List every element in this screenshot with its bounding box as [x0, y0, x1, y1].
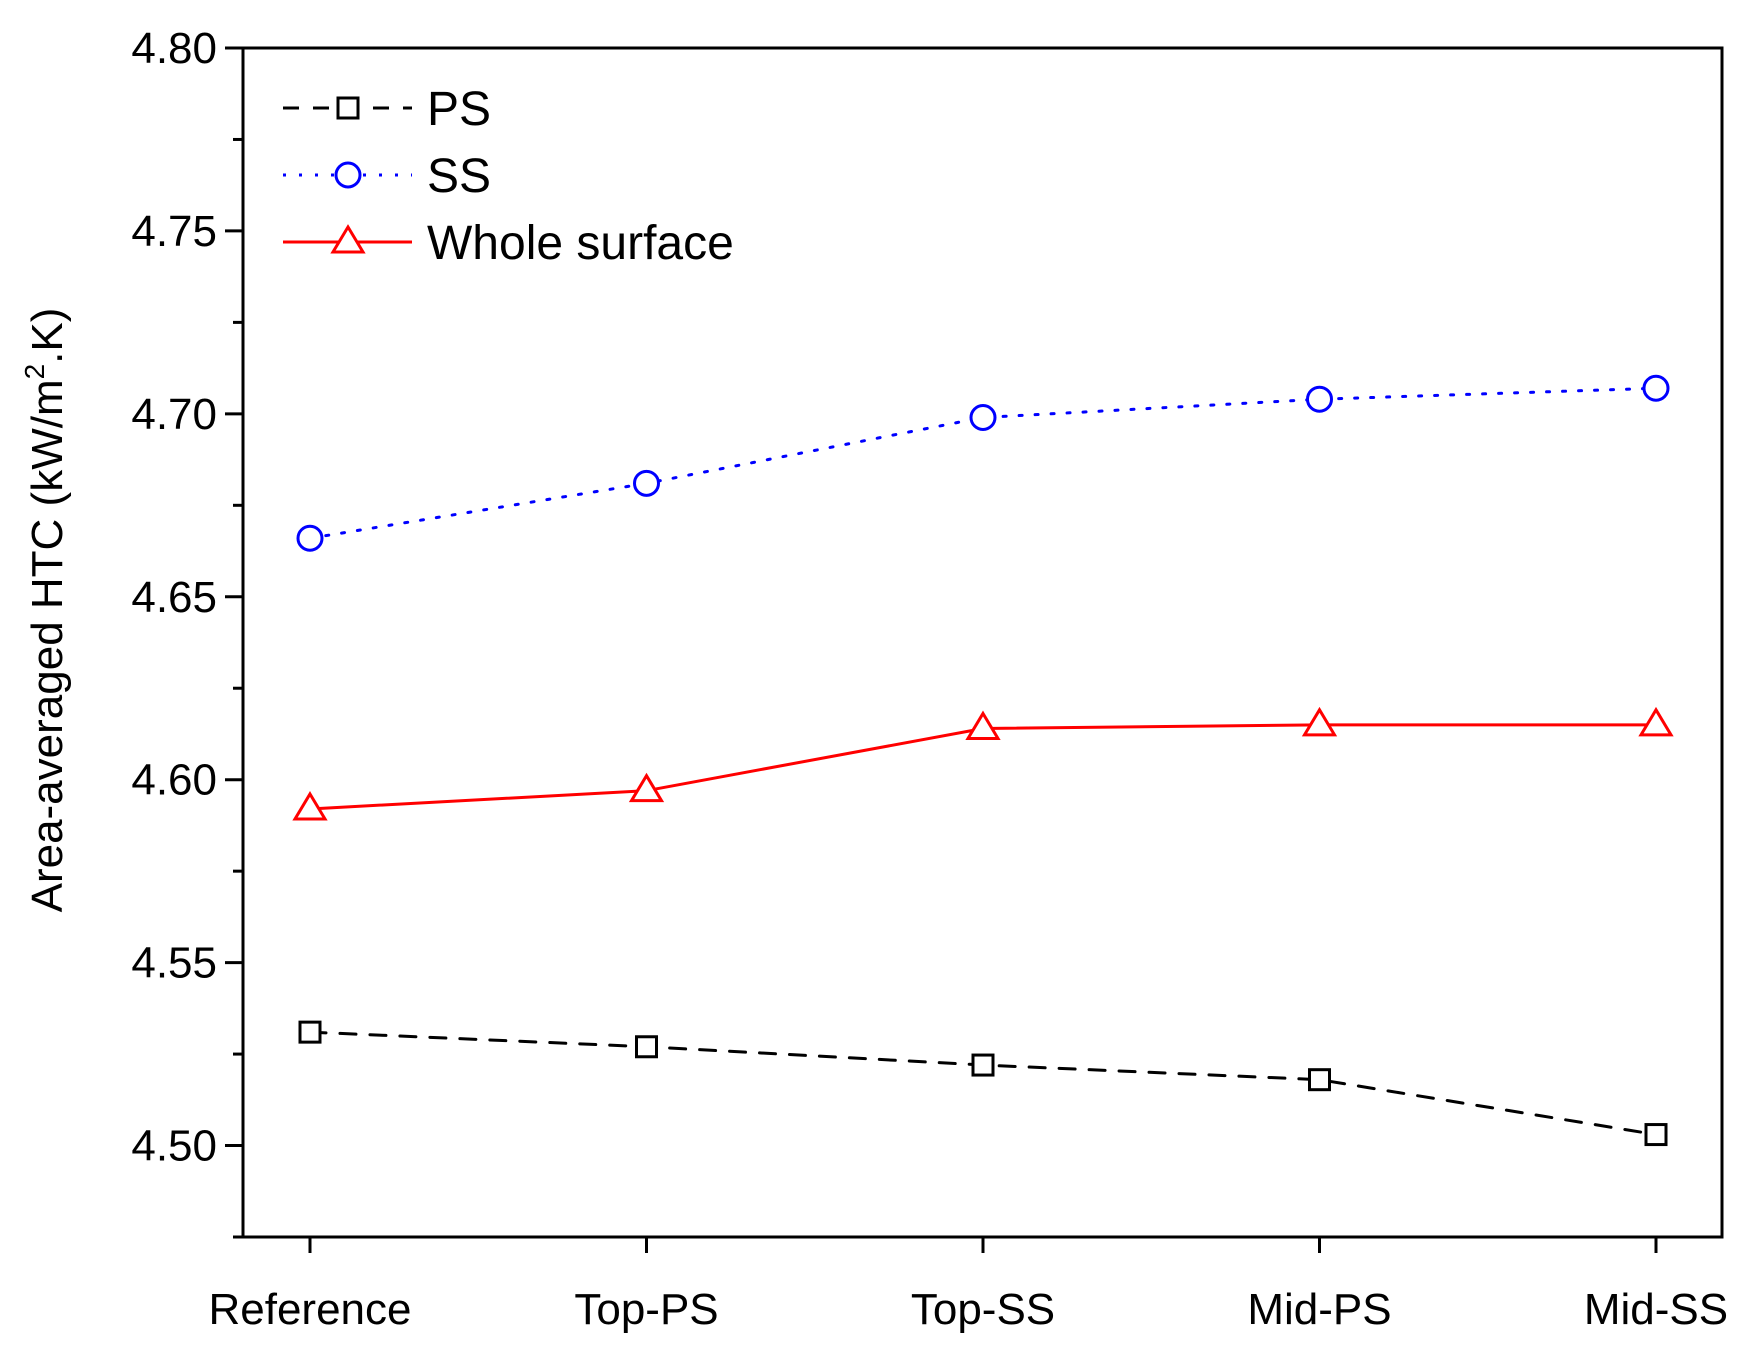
series-ss: [296, 374, 1670, 552]
y-axis-title-tail: .K): [23, 308, 72, 364]
series-ps: [298, 1020, 1668, 1147]
legend-marker: [334, 161, 362, 189]
data-point: [635, 1035, 658, 1059]
legend-item-ss: SS: [283, 150, 491, 203]
legend-label: PS: [427, 83, 491, 136]
y-tick-label: 4.60: [131, 756, 217, 805]
series-layer: [292, 374, 1674, 1147]
axis-ticks: 4.50 4.55 4.60 4.65 4.70 4.75 4.80 Reference Top…: [131, 24, 1728, 1334]
data-point: [1308, 1068, 1331, 1092]
data-point: [1644, 1123, 1668, 1147]
y-tick-label: 4.55: [131, 939, 217, 988]
x-tick-label: Top-PS: [574, 1285, 718, 1334]
data-point: [971, 1053, 995, 1077]
y-tick-label: 4.75: [131, 207, 217, 256]
y-axis-title-main: Area-averaged HTC (kW/m: [23, 379, 72, 912]
y-tick-label: 4.50: [131, 1122, 217, 1171]
y-tick-label: 4.65: [131, 573, 217, 622]
series-whole-surface: [292, 706, 1674, 821]
data-point: [633, 469, 660, 497]
legend-label: Whole surface: [427, 217, 734, 270]
legend-marker: [336, 96, 360, 120]
x-tick-label: Mid-PS: [1247, 1285, 1391, 1334]
y-tick-label: 4.80: [131, 24, 217, 73]
data-point: [292, 791, 328, 821]
legend-item-whole-surface: Whole surface: [283, 217, 734, 270]
legend-item-ps: PS: [283, 83, 491, 136]
data-point: [1638, 706, 1674, 737]
data-point: [296, 524, 324, 552]
series-line: [308, 386, 1658, 540]
data-point: [969, 404, 997, 432]
x-tick-label: Top-SS: [911, 1285, 1055, 1334]
data-point: [298, 1020, 322, 1044]
data-point: [1306, 385, 1333, 413]
y-tick-label: 4.70: [131, 390, 217, 439]
data-point: [628, 772, 665, 803]
data-point: [1642, 374, 1670, 402]
y-axis-title: Area-averaged HTC (kW/m2.K): [19, 308, 72, 913]
data-point: [965, 710, 1001, 740]
x-tick-label: Mid-SS: [1584, 1285, 1728, 1334]
legend-label: SS: [427, 150, 491, 203]
y-axis-title-sup: 2: [19, 364, 50, 380]
series-line: [308, 1030, 1658, 1137]
x-tick-label: Reference: [208, 1285, 411, 1334]
data-point: [1301, 706, 1338, 737]
legend: PS SS Whole surface: [283, 83, 734, 270]
legend-marker: [330, 224, 366, 254]
